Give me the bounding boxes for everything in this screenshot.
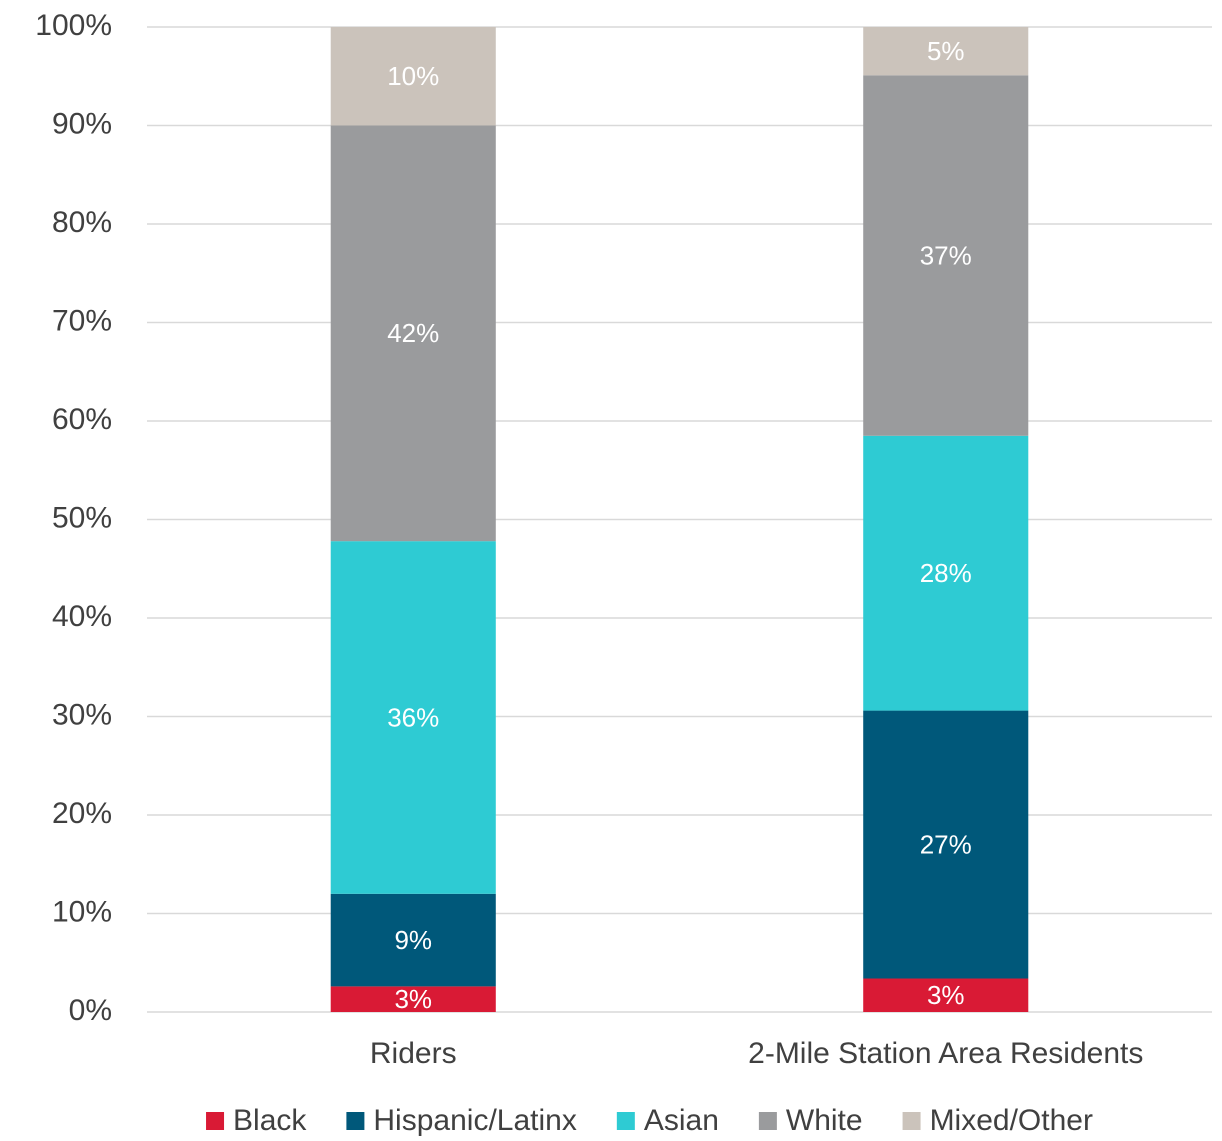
data-label: 9% [394,925,432,955]
data-label: 27% [920,829,972,859]
y-tick-label: 40% [52,600,112,633]
legend-swatch [346,1112,365,1130]
data-label: 28% [920,558,972,588]
data-label: 36% [387,702,439,732]
y-tick-label: 20% [52,797,112,830]
legend-swatch [206,1112,225,1130]
legend-label: White [786,1104,863,1137]
x-tick-label: 2-Mile Station Area Residents [748,1037,1143,1070]
y-tick-label: 60% [52,403,112,436]
bar-segment [863,27,1029,76]
data-label: 37% [920,240,972,270]
y-tick-label: 30% [52,698,112,731]
y-tick-label: 50% [52,501,112,534]
y-tick-label: 70% [52,304,112,337]
bar-segment [330,893,496,987]
legend-label: Black [233,1104,307,1137]
x-tick-label: Riders [370,1037,457,1070]
bar-segment [330,27,496,126]
y-tick-label: 0% [69,994,112,1027]
bar-segment [863,978,1029,1012]
bar-segment [330,986,496,1012]
bar-segment [863,710,1029,979]
bar-segment [863,435,1029,711]
data-label: 42% [387,318,439,348]
legend-swatch [616,1112,635,1130]
bar-segment [330,125,496,542]
y-tick-label: 80% [52,206,112,239]
y-tick-label: 10% [52,895,112,928]
data-label: 10% [387,61,439,91]
legend-swatch [758,1112,777,1130]
bar-segment [863,75,1029,436]
data-label: 3% [394,984,432,1014]
data-label: 5% [927,36,965,66]
legend-label: Hispanic/Latinx [373,1104,576,1137]
data-label: 3% [927,980,965,1010]
bar-segment [330,541,496,894]
legend-label: Asian [644,1104,719,1137]
legend-label: Mixed/Other [930,1104,1093,1137]
legend-swatch [902,1112,921,1130]
y-tick-label: 100% [35,9,112,42]
y-tick-label: 90% [52,107,112,140]
